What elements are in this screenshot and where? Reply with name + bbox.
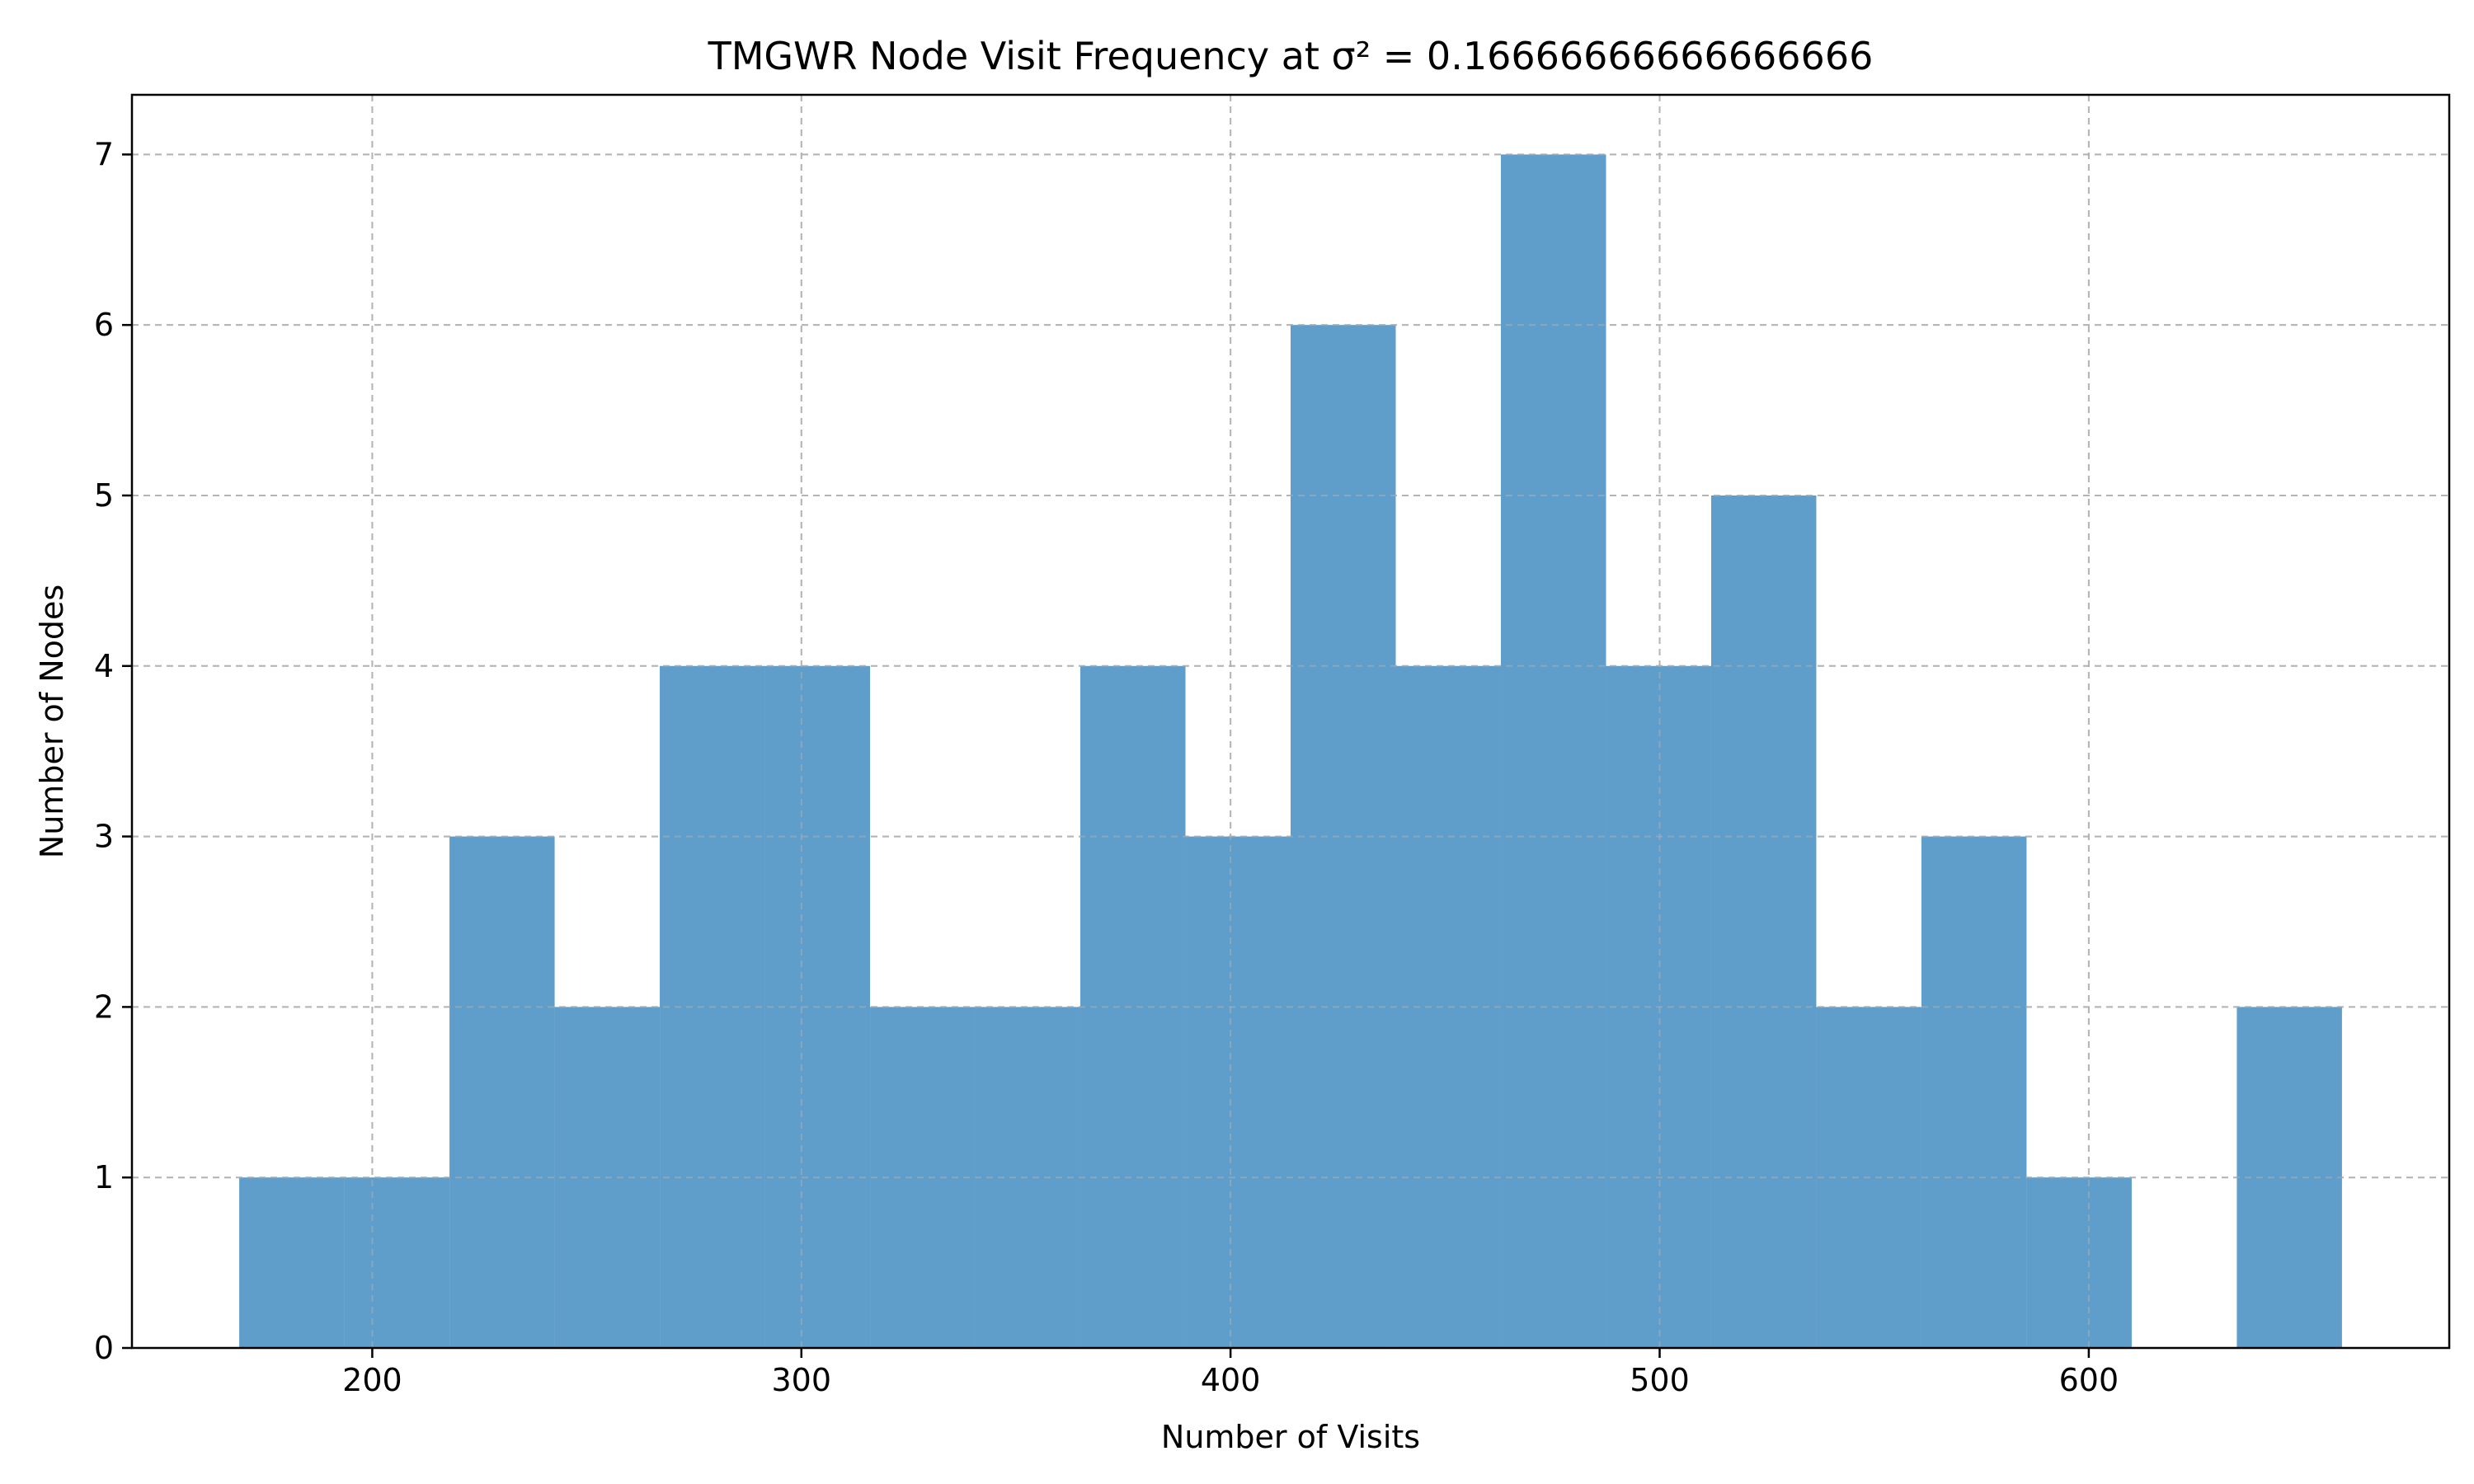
x-tick-label: 500 [1630,1362,1690,1398]
histogram-bar [1185,836,1291,1348]
histogram-bar [2236,1007,2342,1348]
histogram-bar [1500,154,1606,1348]
histogram-bar [344,1177,450,1348]
y-axis-label: Number of Nodes [34,585,70,858]
histogram-bar [1291,325,1396,1348]
y-tick-label: 4 [94,648,114,684]
y-tick-label: 2 [94,989,114,1025]
x-tick-label: 300 [772,1362,832,1398]
y-tick-label: 7 [94,136,114,172]
histogram-bar [239,1177,345,1348]
histogram-bar [2026,1177,2132,1348]
x-tick-label: 400 [1201,1362,1261,1398]
x-axis-label: Number of Visits [1161,1419,1420,1455]
histogram-bar [1080,665,1186,1348]
histogram-bar [1921,836,2027,1348]
y-tick-label: 1 [94,1159,114,1195]
y-tick-label: 6 [94,307,114,343]
chart-title: TMGWR Node Visit Frequency at σ² = 0.166… [708,34,1874,78]
y-tick-label: 5 [94,477,114,514]
y-tick-label: 0 [94,1330,114,1366]
x-axis-ticks: 200 300 400 500 600 [342,1348,2119,1398]
y-tick-label: 3 [94,819,114,855]
x-tick-label: 600 [2059,1362,2119,1398]
y-axis-ticks: 0 1 2 3 4 5 6 7 [94,136,132,1366]
histogram-bar [449,836,555,1348]
histogram-bars [132,95,2449,1349]
plot-frame [130,93,2451,1350]
x-tick-label: 200 [342,1362,402,1398]
histogram-bar [1710,495,1817,1349]
